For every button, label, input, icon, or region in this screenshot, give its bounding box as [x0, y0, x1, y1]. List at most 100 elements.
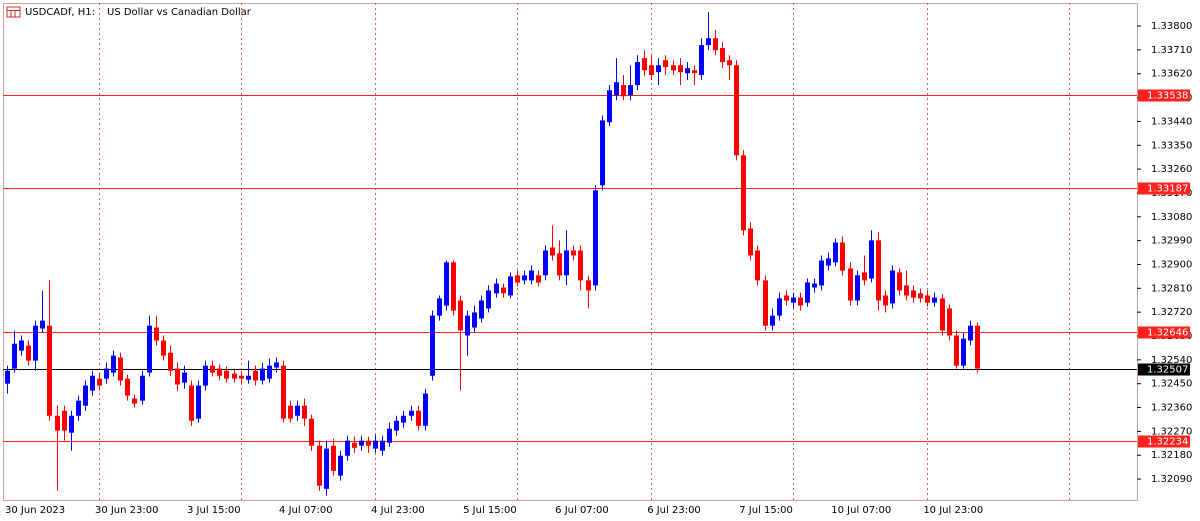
candle-body — [763, 280, 768, 326]
candle-body — [147, 325, 152, 373]
candle-body — [62, 410, 67, 431]
candle-body — [678, 65, 683, 73]
candle-body — [224, 370, 229, 379]
x-tick-label: 4 Jul 23:00 — [371, 505, 425, 516]
y-tick-label: 1.33440 — [1151, 116, 1192, 127]
candle-body — [720, 48, 725, 63]
plot-frame — [3, 3, 1138, 501]
level-label: 1.33187 — [1147, 184, 1188, 195]
candle-body — [961, 338, 966, 366]
y-tick-label: 1.33080 — [1151, 212, 1192, 223]
candle-body — [189, 385, 194, 421]
y-tick-label: 1.32540 — [1151, 355, 1192, 366]
candle-body — [359, 440, 364, 446]
candle-body — [748, 228, 753, 256]
axis-layer: 30 Jun 2023 30 Jun 23:00 3 Jul 15:00 4 Jul … — [5, 21, 1192, 516]
x-tick-label: 10 Jul 07:00 — [831, 505, 891, 516]
x-tick-label: 10 Jul 23:00 — [923, 505, 983, 516]
candle-body — [833, 242, 838, 263]
candle-body — [727, 60, 732, 66]
candle-body — [12, 343, 17, 369]
candle-body — [536, 275, 541, 283]
candle-body — [855, 275, 860, 301]
candle-body — [40, 320, 45, 329]
candle-body — [642, 58, 647, 71]
candle-body — [515, 275, 520, 283]
candle-body — [90, 375, 95, 391]
candle-body — [161, 340, 166, 356]
candle-body — [302, 405, 307, 419]
candle-body — [416, 410, 421, 426]
candle-body — [812, 283, 817, 288]
candle-body — [975, 325, 980, 369]
candle-body — [239, 375, 244, 379]
candle-body — [819, 260, 824, 286]
candle-body — [593, 190, 598, 286]
candle-body — [904, 285, 909, 296]
candle-body — [246, 375, 251, 380]
x-tick-label: 4 Jul 07:00 — [279, 505, 333, 516]
candle-body — [168, 352, 173, 371]
candle-body — [288, 405, 293, 419]
level-label-bg — [1138, 182, 1190, 195]
candle-body — [203, 365, 208, 386]
y-tick-label: 1.33350 — [1151, 140, 1192, 151]
candle-body — [911, 290, 916, 298]
candle-body — [890, 270, 895, 304]
candle-body — [19, 340, 24, 351]
candle-body — [805, 282, 810, 303]
y-tick-label: 1.32360 — [1151, 403, 1192, 414]
candle-body — [940, 298, 945, 331]
candle-body — [869, 240, 874, 279]
level-label: 1.32646 — [1147, 328, 1188, 339]
candle-body — [83, 385, 88, 406]
level-label: 1.33538 — [1147, 91, 1188, 102]
x-tick-label: 3 Jul 15:00 — [187, 505, 241, 516]
candle-body — [430, 315, 435, 376]
y-tick-label: 1.32270 — [1151, 426, 1192, 437]
candle-body — [770, 315, 775, 326]
y-tick-label: 1.32180 — [1151, 450, 1192, 461]
candle-body — [564, 250, 569, 276]
candle-body — [586, 280, 591, 291]
candle-body — [876, 240, 881, 301]
candle-body — [345, 440, 350, 456]
candle-body — [366, 440, 371, 446]
candle-body — [706, 38, 711, 46]
level-label: 1.32507 — [1147, 365, 1188, 376]
candle-body — [401, 415, 406, 423]
candle-body — [578, 250, 583, 281]
level-label: 1.32234 — [1147, 437, 1188, 448]
candle-body — [253, 370, 258, 381]
candle-body — [798, 297, 803, 306]
candle-body — [557, 253, 562, 276]
candle-body — [699, 45, 704, 76]
candle-body — [741, 155, 746, 231]
candle-body — [394, 420, 399, 431]
candle-body — [217, 368, 222, 376]
candle-body — [338, 455, 343, 476]
candle-body — [437, 298, 442, 316]
candle-body — [571, 250, 576, 256]
x-tick-label: 6 Jul 07:00 — [555, 505, 609, 516]
candle-body — [600, 120, 605, 186]
candle-body — [324, 448, 329, 489]
candle-body — [621, 85, 626, 97]
y-tick-label: 1.32900 — [1151, 259, 1192, 270]
candle-body — [607, 90, 612, 123]
candle-body — [522, 275, 527, 281]
candle-body — [663, 60, 668, 68]
candle-body — [260, 368, 265, 381]
candle-body — [111, 355, 116, 373]
y-tick-label: 1.32810 — [1151, 283, 1192, 294]
candle-body — [125, 378, 130, 396]
candle-body — [734, 65, 739, 156]
candle-body — [295, 405, 300, 416]
candle-body — [791, 297, 796, 303]
candle-body — [713, 38, 718, 51]
x-tick-label: 5 Jul 15:00 — [463, 505, 517, 516]
level-label-bg — [1138, 363, 1190, 376]
level-label-bg — [1138, 89, 1190, 102]
